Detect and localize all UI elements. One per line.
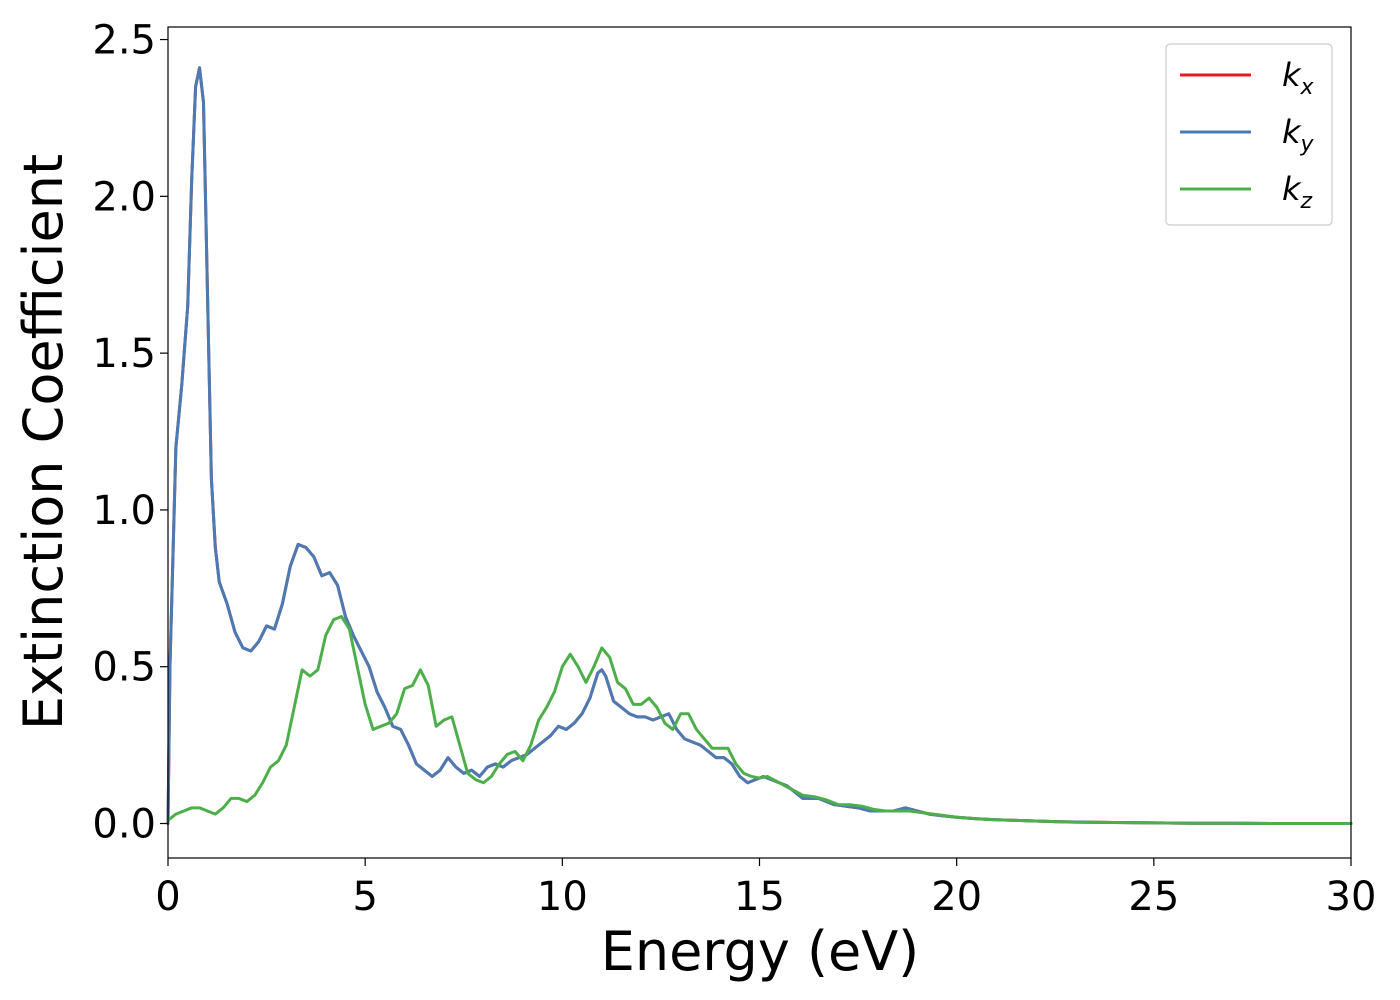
legend-label-kx: kx (1282, 56, 1315, 100)
y-tick-label: 0.0 (92, 802, 156, 848)
plot-area (168, 27, 1351, 858)
x-tick-label: 0 (155, 874, 180, 920)
y-tick-label: 2.5 (92, 18, 156, 64)
x-tick-label: 30 (1326, 874, 1377, 920)
y-tick-label: 1.5 (92, 331, 156, 377)
x-axis-title: Energy (eV) (601, 920, 920, 983)
legend: kx ky kz (1165, 43, 1333, 226)
x-tick-label: 5 (352, 874, 377, 920)
y-tick-label: 2.0 (92, 174, 156, 220)
y-tick-label: 1.0 (92, 488, 156, 534)
x-tick-label: 25 (1128, 874, 1179, 920)
x-tick-label: 20 (931, 874, 982, 920)
legend-box (1165, 43, 1333, 226)
series-layer (166, 66, 1353, 826)
legend-label-ky: ky (1282, 113, 1315, 157)
x-axis: 0 5 10 15 20 25 30 (155, 858, 1376, 920)
y-axis-title: Extinction Coefficient (12, 154, 75, 730)
x-tick-label: 15 (734, 874, 785, 920)
series-line-kz (166, 615, 1353, 826)
y-tick-label: 0.5 (92, 645, 156, 691)
legend-label-kz: kz (1282, 170, 1313, 214)
x-tick-label: 10 (537, 874, 588, 920)
y-axis: 0.0 0.5 1.0 1.5 2.0 2.5 (92, 18, 168, 848)
